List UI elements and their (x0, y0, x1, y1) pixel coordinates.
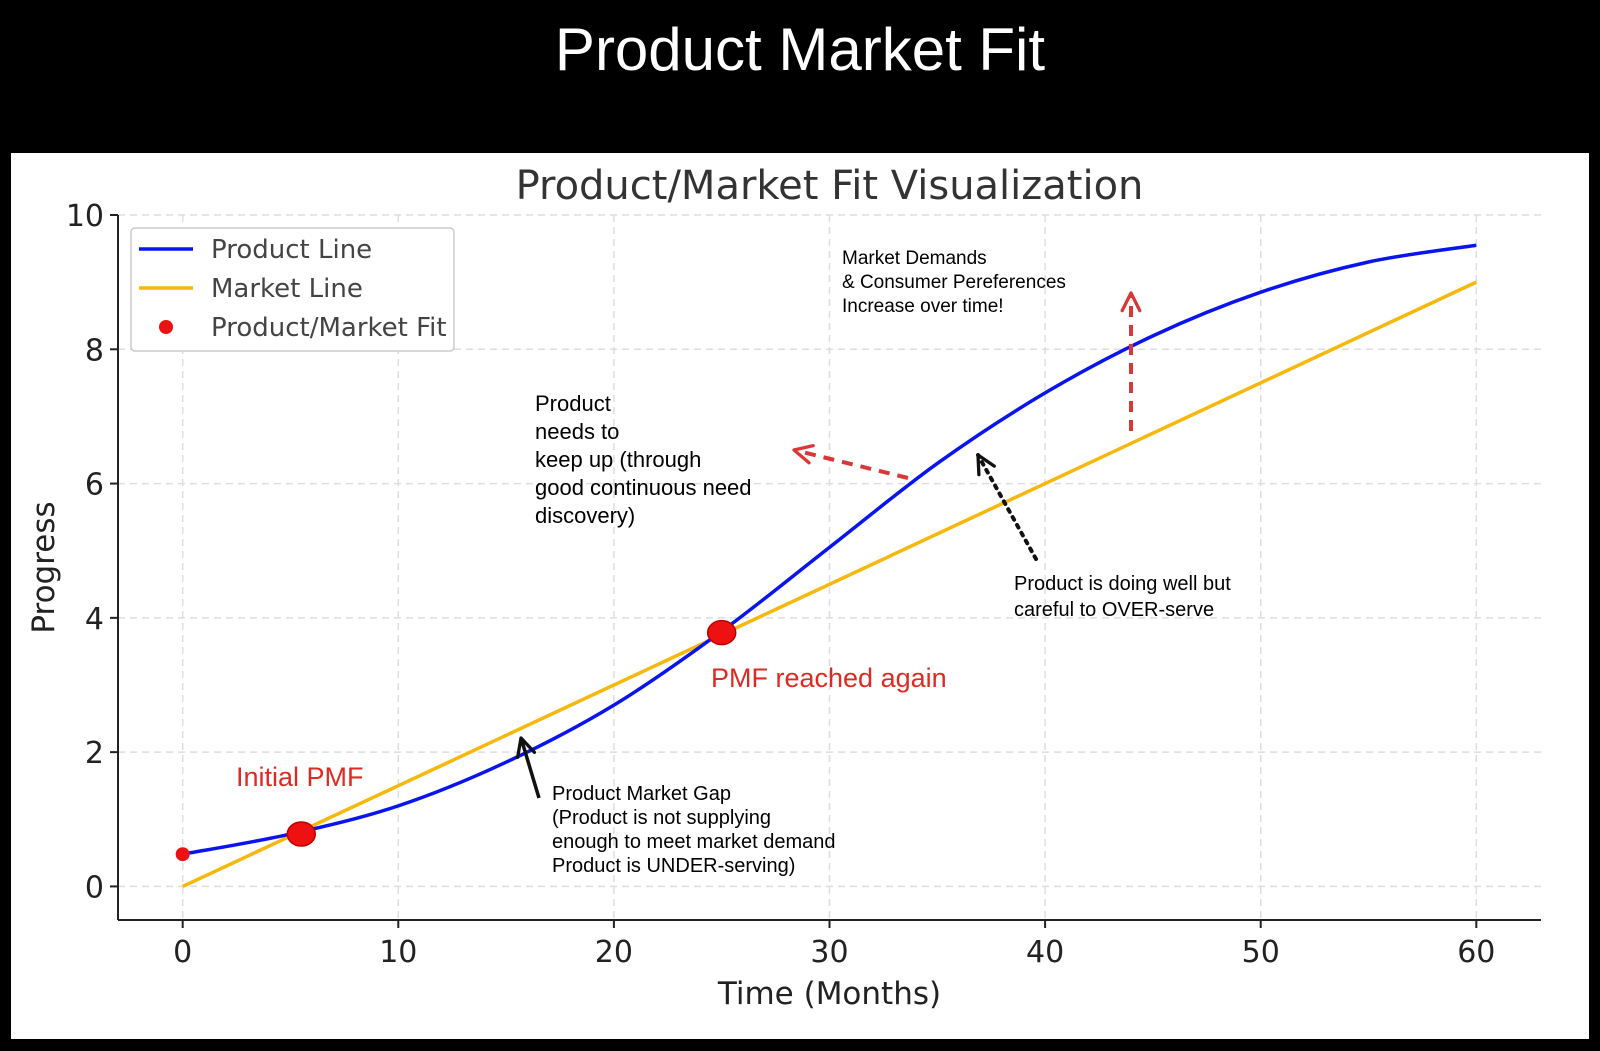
annotation-market-demands-line-2: Increase over time! (842, 296, 1004, 317)
annotation-keep-up: Product needs to keep up (through good cont… (535, 391, 752, 528)
banner-title: Product Market Fit (554, 16, 1046, 83)
x-tick-label-50: 50 (1242, 935, 1280, 970)
y-tick-label-6: 6 (85, 468, 104, 503)
y-axis-label: Progress (26, 501, 62, 633)
x-tick-label-10: 10 (379, 935, 417, 970)
annotation-market-demands-line-1: & Consumer Pereferences (842, 272, 1066, 293)
x-tick-label-30: 30 (810, 935, 848, 970)
legend-swatch-fit (159, 320, 173, 334)
annotation-keep-up-line-0: Product (535, 391, 611, 416)
y-tick-label-10: 10 (66, 199, 104, 234)
annotation-initial-pmf: Initial PMF (236, 762, 364, 792)
annotation-initial-pmf-line-0: Initial PMF (236, 762, 364, 792)
chart-title: Product/Market Fit Visualization (516, 163, 1144, 209)
x-axis-label: Time (Months) (717, 976, 941, 1012)
annotation-market-demands: Market Demands & Consumer Pereferences Inc… (842, 248, 1066, 317)
annotation-gap: Product Market Gap (Product is not supply… (552, 783, 836, 877)
annotation-gap-line-0: Product Market Gap (552, 783, 731, 805)
annotation-over-serve: Product is doing well but careful to OVER… (1014, 573, 1231, 621)
x-tick-label-40: 40 (1026, 935, 1064, 970)
x-tick-label-60: 60 (1457, 935, 1495, 970)
arrow-over-serve (976, 453, 1038, 561)
fit-point-0 (175, 847, 190, 862)
legend-box (130, 227, 455, 352)
x-tick-label-0: 0 (173, 935, 192, 970)
product-line (182, 243, 1477, 856)
market-line (181, 280, 1478, 889)
pmf-chart: 0 10 20 30 40 50 60 0 2 4 6 8 10 Time (Months) Progres… (26, 163, 1541, 1012)
annotation-over-serve-line-0: Product is doing well but (1014, 573, 1231, 595)
annotation-over-serve-line-1: careful to OVER-serve (1014, 599, 1214, 621)
y-tick-label-2: 2 (85, 736, 104, 771)
fit-point-1 (286, 821, 317, 847)
x-tick-label-20: 20 (595, 935, 633, 970)
annotation-keep-up-line-3: good continuous need (535, 475, 752, 500)
arrow-gap (515, 736, 541, 799)
y-tick-label-4: 4 (85, 602, 104, 637)
annotation-keep-up-line-4: discovery) (535, 503, 635, 528)
fit-point-2 (706, 619, 737, 646)
legend-label-2: Product/Market Fit (211, 313, 447, 343)
arrow-keep-up (792, 444, 909, 480)
chart-panel: 0 10 20 30 40 50 60 0 2 4 6 8 10 Time (Months) Progres… (11, 153, 1589, 1039)
y-tick-label-8: 8 (85, 333, 104, 368)
annotation-pmf-again: PMF reached again (711, 663, 947, 693)
legend: Product Line Market Line Product/Market Fi… (130, 227, 455, 352)
legend-label-0: Product Line (211, 235, 372, 265)
annotation-gap-line-1: (Product is not supplying (552, 807, 771, 829)
y-tick-label-0: 0 (85, 870, 104, 905)
annotation-gap-line-3: Product is UNDER-serving) (552, 855, 795, 877)
annotation-market-demands-line-0: Market Demands (842, 248, 987, 269)
annotation-keep-up-line-1: needs to (535, 419, 619, 444)
annotation-pmf-again-line-0: PMF reached again (711, 663, 947, 693)
annotation-keep-up-line-2: keep up (through (535, 447, 701, 472)
legend-label-1: Market Line (211, 274, 363, 304)
annotation-gap-line-2: enough to meet market demand (552, 831, 836, 853)
